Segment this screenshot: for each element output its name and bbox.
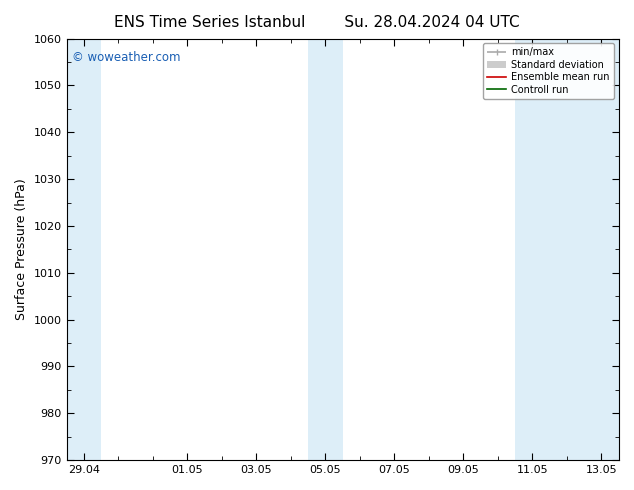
Bar	[308, 39, 342, 460]
Bar	[515, 39, 619, 460]
Legend: min/max, Standard deviation, Ensemble mean run, Controll run: min/max, Standard deviation, Ensemble me…	[483, 44, 614, 98]
Y-axis label: Surface Pressure (hPa): Surface Pressure (hPa)	[15, 178, 28, 320]
Text: ENS Time Series Istanbul        Su. 28.04.2024 04 UTC: ENS Time Series Istanbul Su. 28.04.2024 …	[114, 15, 520, 30]
Bar	[67, 39, 101, 460]
Text: © woweather.com: © woweather.com	[72, 51, 181, 64]
